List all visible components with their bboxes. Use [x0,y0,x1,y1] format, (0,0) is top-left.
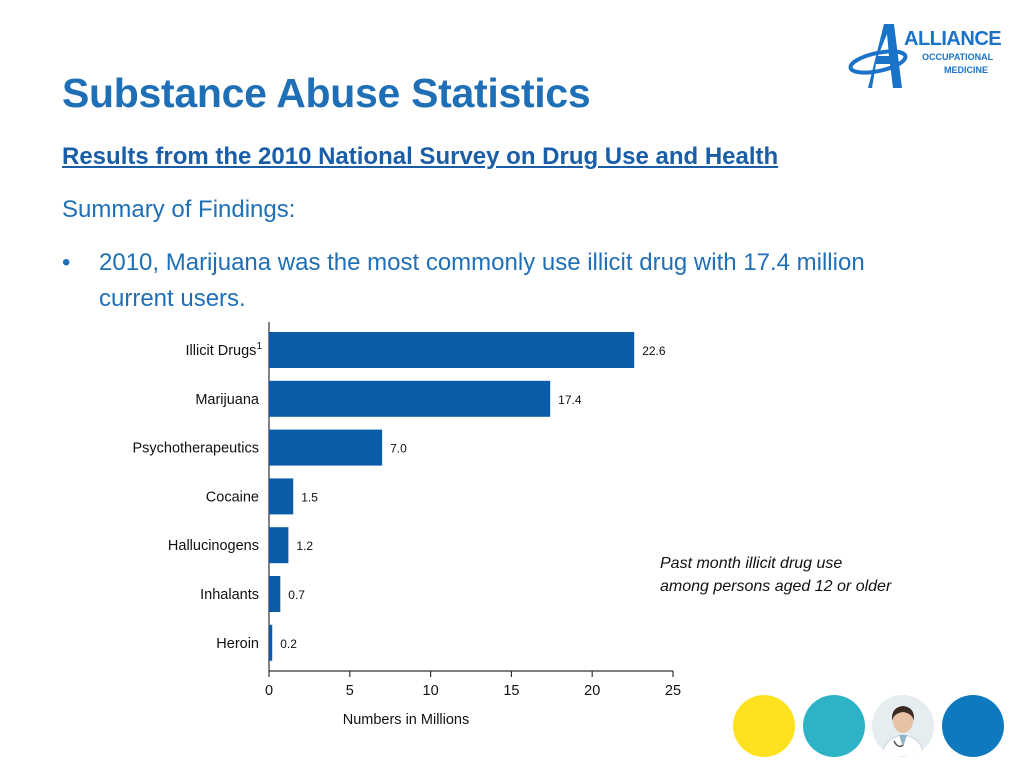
finding-bullet: • 2010, Marijuana was the most commonly … [62,245,942,317]
yellow-circle [733,695,795,757]
category-label: Heroin [216,636,259,652]
x-tick-label: 5 [346,683,354,699]
drug-use-bar-chart: Illicit Drugs1 22.6 Marijuana 17.4 Psychothe… [132,322,681,728]
value-label: 0.7 [288,588,305,602]
finding-text: 2010, Marijuana was the most commonly us… [99,249,865,312]
slide-title: Substance Abuse Statistics [62,70,591,116]
x-tick-label: 10 [423,683,439,699]
bar-cocaine [269,478,294,515]
x-axis-title: Numbers in Millions [343,712,470,728]
bar-illicit-drugs [269,332,635,368]
footnote-mark: 1 [256,341,262,352]
bar-hallucinogens [269,527,289,564]
blue-circle [942,695,1004,757]
value-label: 7.0 [390,442,407,456]
doctor-photo-icon [872,695,934,757]
x-tick-label: 0 [265,683,273,699]
chart-note-line-1: Past month illicit drug use [660,555,843,572]
x-tick-label: 15 [503,683,519,699]
x-tick-label: 25 [665,683,681,699]
doctor-figure-icon [872,695,934,757]
survey-subtitle: Results from the 2010 National Survey on… [62,143,779,170]
category-label: Illicit Drugs1 [186,341,263,359]
bullet-dot: • [62,249,71,276]
value-label: 22.6 [642,344,666,358]
logo-a-icon [848,24,908,88]
chart-note: Past month illicit drug use among person… [660,552,891,598]
value-label: 0.2 [280,637,297,651]
chart-note-line-2: among persons aged 12 or older [660,578,892,595]
teal-circle [803,695,865,757]
logo-sub-text-2: MEDICINE [944,65,989,75]
bar-psychotherapeutics [269,429,383,466]
bar-inhalants [269,576,281,612]
category-label: Marijuana [195,392,260,408]
bar-heroin [269,624,273,661]
summary-heading: Summary of Findings: [62,196,296,223]
category-label: Hallucinogens [168,538,259,554]
alliance-logo: ALLIANCE OCCUPATIONAL MEDICINE [846,20,1006,92]
bar-marijuana [269,380,551,417]
category-label: Cocaine [206,489,259,505]
x-tick-label: 20 [584,683,600,699]
logo-main-text: ALLIANCE [904,28,1002,50]
category-label: Psychotherapeutics [132,441,259,457]
value-label: 1.2 [296,539,313,553]
value-label: 1.5 [301,490,318,504]
category-label: Inhalants [200,587,259,603]
logo-sub-text-1: OCCUPATIONAL [922,52,994,62]
value-label: 17.4 [558,393,582,407]
